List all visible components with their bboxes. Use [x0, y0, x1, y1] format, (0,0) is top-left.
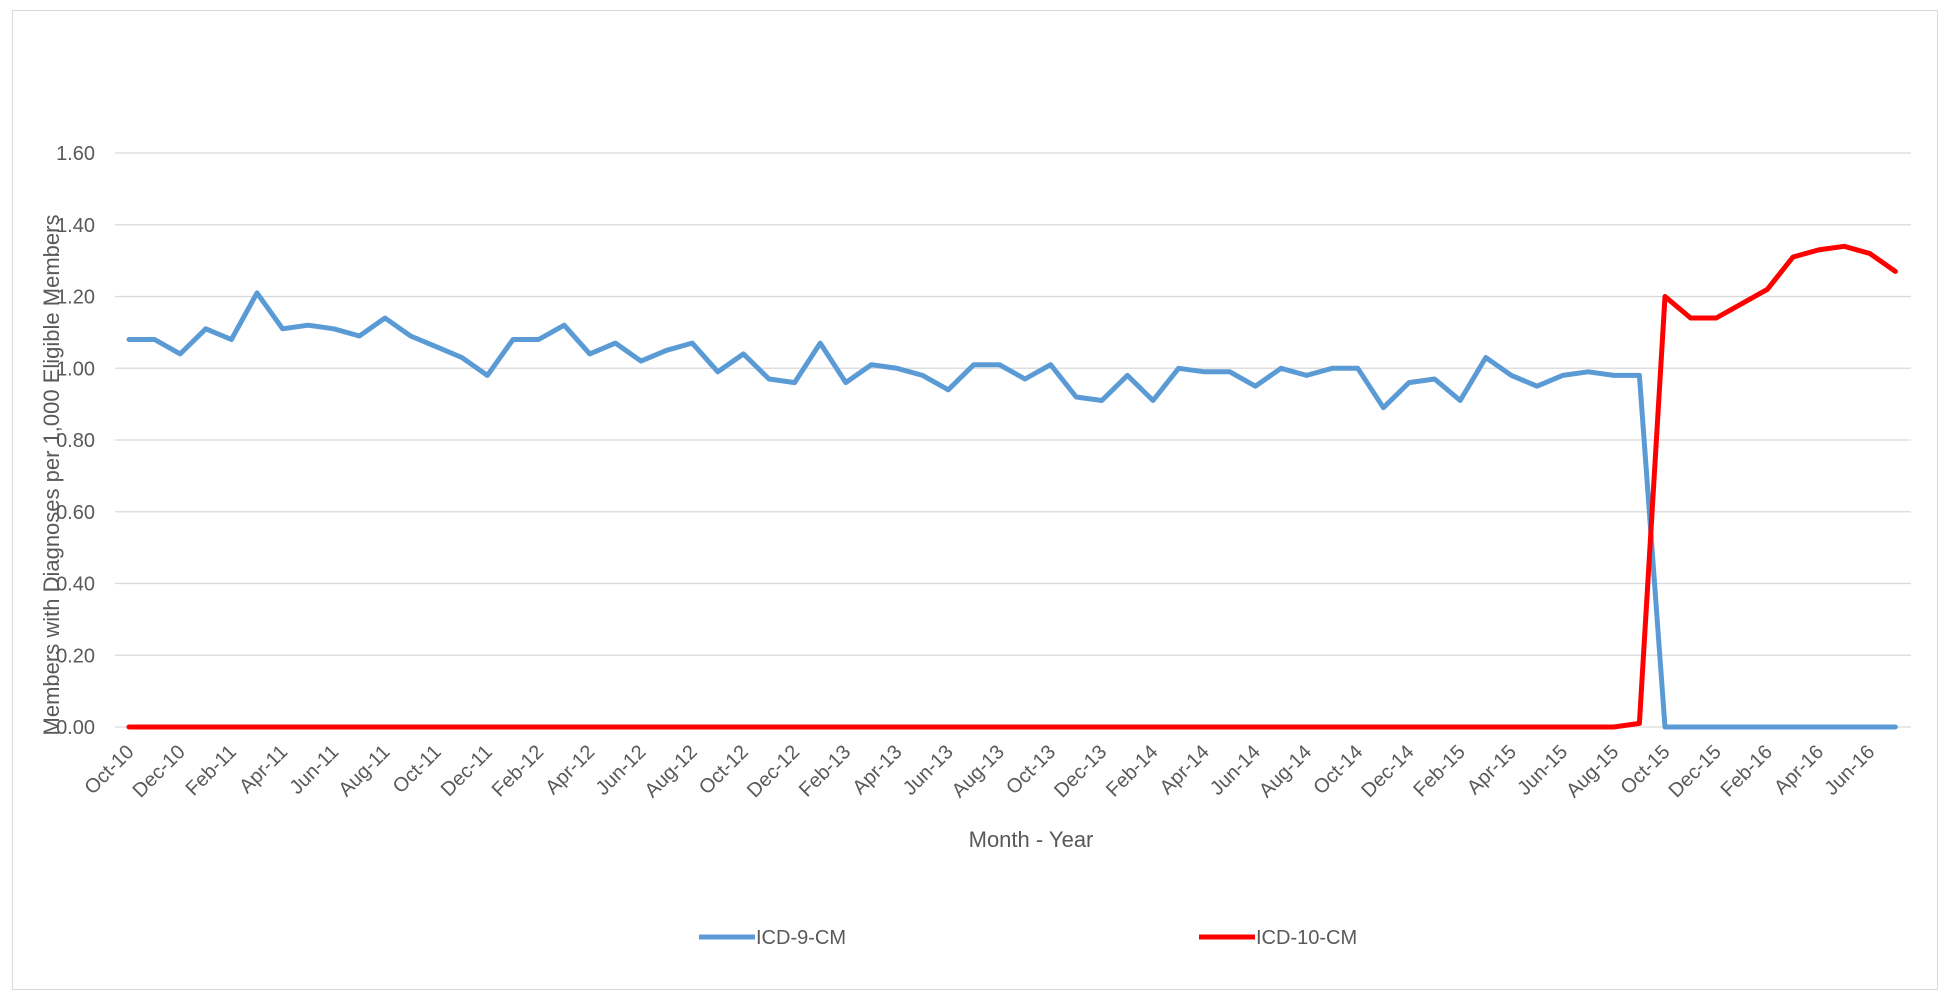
y-tick-label: 1.40 — [56, 215, 95, 237]
legend-item-icd10: ICD-10-CM — [1199, 927, 1357, 949]
x-tick-label: Apr-11 — [235, 741, 292, 798]
legend-label-icd9: ICD-9-CM — [756, 927, 846, 949]
y-tick-label: 0.80 — [56, 430, 95, 452]
legend: ICD-9-CM ICD-10-CM — [699, 927, 1357, 949]
y-tick-label: 1.60 — [56, 143, 95, 165]
y-tick-label: 0.40 — [56, 574, 95, 596]
series-line-icd10 — [126, 243, 1898, 730]
x-tick-label: Oct-14 — [1309, 741, 1367, 799]
x-tick-label: Dec-14 — [1357, 741, 1418, 802]
x-tick-label: Apr-15 — [1463, 741, 1521, 799]
gridlines — [115, 152, 1911, 728]
x-tick-label: Apr-14 — [1156, 741, 1214, 799]
x-tick-label: Jun-13 — [899, 741, 958, 800]
x-tick-label: Aug-15 — [1562, 741, 1623, 802]
x-tick-label: Feb-11 — [182, 741, 241, 800]
y-tick-label: 1.00 — [56, 358, 95, 380]
x-tick-label: Feb-16 — [1717, 741, 1777, 801]
legend-label-icd10: ICD-10-CM — [1256, 927, 1357, 949]
x-tick-label: Feb-15 — [1409, 741, 1469, 801]
x-tick-label: Aug-14 — [1255, 741, 1316, 802]
x-tick-label: Aug-12 — [641, 741, 702, 802]
y-tick-label: 0.00 — [56, 717, 95, 739]
x-tick-label: Oct-10 — [81, 741, 139, 799]
x-tick-label: Oct-11 — [389, 741, 446, 798]
x-tick-label: Oct-15 — [1617, 741, 1675, 799]
x-tick-label: Feb-12 — [488, 741, 548, 801]
y-axis-title: Members with Diagnoses per 1,000 Eligibl… — [39, 215, 64, 736]
y-tick-label: 1.20 — [56, 287, 95, 309]
y-axis-tick-labels: 0.00 0.20 0.40 0.60 0.80 1.00 1.20 1.40 1.60 — [56, 143, 95, 739]
x-tick-label: Apr-16 — [1770, 741, 1828, 799]
y-tick-label: 0.20 — [56, 645, 95, 667]
x-tick-label: Oct-12 — [695, 741, 753, 799]
x-tick-label: Dec-12 — [743, 741, 804, 802]
series-line-icd9 — [126, 290, 1898, 730]
x-tick-label: Jun-15 — [1513, 741, 1572, 800]
x-tick-label: Dec-15 — [1665, 741, 1726, 802]
legend-item-icd9: ICD-9-CM — [699, 927, 846, 949]
x-tick-label: Dec-13 — [1050, 741, 1111, 802]
x-tick-label: Jun-12 — [592, 741, 651, 800]
y-tick-label: 0.60 — [56, 502, 95, 524]
x-tick-label: Aug-11 — [334, 741, 394, 801]
x-axis-title: Month - Year — [969, 827, 1094, 852]
x-tick-label: Dec-11 — [437, 741, 497, 801]
x-tick-label: Oct-13 — [1002, 741, 1060, 799]
line-chart: 0.00 0.20 0.40 0.60 0.80 1.00 1.20 1.40 1.60 Oct… — [39, 143, 1911, 949]
x-tick-label: Apr-13 — [849, 741, 907, 799]
x-tick-label: Aug-13 — [948, 741, 1009, 802]
x-tick-label: Jun-16 — [1821, 741, 1880, 800]
x-tick-label: Dec-10 — [129, 741, 190, 802]
x-tick-label: Feb-14 — [1102, 741, 1162, 801]
x-tick-label: Feb-13 — [795, 741, 855, 801]
chart-frame: 0.00 0.20 0.40 0.60 0.80 1.00 1.20 1.40 1.60 Oct… — [12, 10, 1938, 990]
series-lines — [126, 243, 1898, 730]
x-tick-label: Jun-14 — [1206, 741, 1265, 800]
x-axis-tick-labels: Oct-10Dec-10Feb-11Apr-11Jun-11Aug-11Oct-… — [81, 741, 1880, 802]
x-tick-label: Jun-11 — [286, 741, 344, 799]
x-tick-label: Apr-12 — [541, 741, 599, 799]
